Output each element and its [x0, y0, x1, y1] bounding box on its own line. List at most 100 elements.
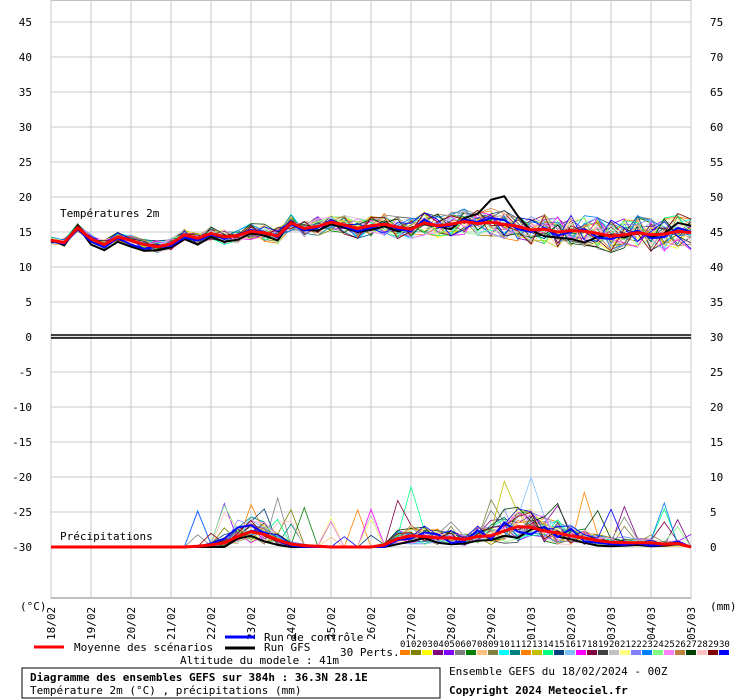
pert-number: 09 — [488, 640, 499, 650]
series-temp-line — [50, 219, 692, 249]
chart-subtitle: Température 2m (°C) , précipitations (mm… — [30, 684, 302, 697]
pert-swatch — [719, 650, 729, 655]
x-tick-label: 21/02 — [165, 607, 178, 640]
pert-swatch — [521, 650, 531, 655]
pert-swatch — [620, 650, 630, 655]
legend-perts-label: 30 Perts. — [340, 646, 400, 659]
x-tick-label: 23/02 — [245, 607, 258, 640]
pert-number: 03 — [422, 640, 433, 650]
pert-number: 12 — [521, 640, 532, 650]
x-tick-label: 29/02 — [485, 607, 498, 640]
left-tick-label: 45 — [19, 16, 32, 29]
pert-number: 23 — [642, 640, 653, 650]
left-tick-label: 10 — [19, 261, 32, 274]
pert-temp-line — [50, 207, 692, 252]
left-tick-label: 5 — [25, 296, 32, 309]
left-tick-label: -5 — [19, 366, 32, 379]
chart-title: Diagramme des ensembles GEFS sur 384h : … — [30, 671, 368, 684]
legend-gfs-label: Run GFS — [264, 641, 310, 654]
left-tick-label: 15 — [19, 226, 32, 239]
right-tick-label: 25 — [710, 366, 723, 379]
legend-control-label: Run de contrôle — [264, 631, 363, 644]
right-tick-label: 50 — [710, 191, 723, 204]
x-tick-label: 19/02 — [85, 607, 98, 640]
pert-swatch — [598, 650, 608, 655]
left-unit-label: (°C) — [20, 600, 47, 613]
pert-legend: 01 02 03 04 05 06 07 08 09 10 11 12 13 14 15 16 17 18 19 20… — [400, 640, 730, 655]
pert-number: 22 — [631, 640, 642, 650]
temp-annotation: Températures 2m — [60, 207, 160, 220]
pert-swatch — [576, 650, 586, 655]
left-tick-label: 35 — [19, 86, 32, 99]
left-tick-label: -20 — [12, 471, 32, 484]
ensemble-date: Ensemble GEFS du 18/02/2024 - 00Z — [449, 665, 668, 678]
right-tick-label: 20 — [710, 401, 723, 414]
right-tick-label: 0 — [710, 541, 717, 554]
pert-swatch — [653, 650, 663, 655]
copyright: Copyright 2024 Meteociel.fr — [449, 684, 628, 697]
pert-number: 07 — [466, 640, 477, 650]
pert-swatch — [697, 650, 707, 655]
series-precip-line — [51, 525, 692, 549]
pert-swatch — [477, 650, 487, 655]
pert-swatch — [675, 650, 685, 655]
pert-number: 26 — [675, 640, 686, 650]
right-tick-label: 40 — [710, 261, 723, 274]
right-tick-label: 10 — [710, 471, 723, 484]
x-tick-label: 22/02 — [205, 607, 218, 640]
right-tick-label: 45 — [710, 226, 723, 239]
pert-swatch — [554, 650, 564, 655]
pert-number: 10 — [499, 640, 510, 650]
pert-number: 25 — [664, 640, 675, 650]
pert-swatch — [433, 650, 443, 655]
x-tick-label: 26/02 — [365, 607, 378, 640]
pert-number: 30 — [719, 640, 730, 650]
x-tick-label: 05/03 — [685, 607, 698, 640]
x-tick-label: 04/03 — [645, 607, 658, 640]
pert-swatch — [708, 650, 718, 655]
x-tick-label: 03/03 — [605, 607, 618, 640]
x-tick-label: 01/03 — [525, 607, 538, 640]
left-tick-label: 25 — [19, 156, 32, 169]
right-tick-label: 15 — [710, 436, 723, 449]
x-tick-label: 28/02 — [445, 607, 458, 640]
series-temp-line — [50, 195, 692, 252]
pert-number: 08 — [477, 640, 488, 650]
right-tick-label: 75 — [710, 16, 723, 29]
pert-number: 02 — [411, 640, 422, 650]
pert-swatch — [422, 650, 432, 655]
right-tick-label: 55 — [710, 156, 723, 169]
pert-number: 27 — [686, 640, 697, 650]
x-tick-label: 24/02 — [285, 607, 298, 640]
pert-number: 28 — [697, 640, 708, 650]
pert-number: 06 — [455, 640, 466, 650]
left-tick-label: 40 — [19, 51, 32, 64]
right-tick-label: 5 — [710, 506, 717, 519]
pert-swatch — [609, 650, 619, 655]
pert-swatch — [642, 650, 652, 655]
pert-swatch — [510, 650, 520, 655]
pert-temp-line — [50, 211, 692, 251]
x-tick-label: 25/02 — [325, 607, 338, 640]
x-tick-label: 18/02 — [45, 607, 58, 640]
left-tick-label: -25 — [12, 506, 32, 519]
legend-mean-label: Moyenne des scénarios — [74, 641, 213, 654]
right-tick-label: 60 — [710, 121, 723, 134]
pert-number: 24 — [653, 640, 664, 650]
pert-swatch — [532, 650, 542, 655]
x-axis: 18/02 19/02 20/02 21/02 22/02 23/02 24/02 25/02… — [45, 607, 698, 640]
pert-number: 14 — [543, 640, 554, 650]
left-tick-label: 30 — [19, 121, 32, 134]
pert-number: 04 — [433, 640, 444, 650]
pert-swatch — [455, 650, 465, 655]
right-tick-label: 30 — [710, 331, 723, 344]
x-tick-label: 02/03 — [565, 607, 578, 640]
pert-number: 18 — [587, 640, 598, 650]
left-tick-label: 20 — [19, 191, 32, 204]
pert-swatch — [444, 650, 454, 655]
pert-swatch — [466, 650, 476, 655]
right-unit-label: (mm) — [710, 600, 737, 613]
pert-number: 01 — [400, 640, 411, 650]
